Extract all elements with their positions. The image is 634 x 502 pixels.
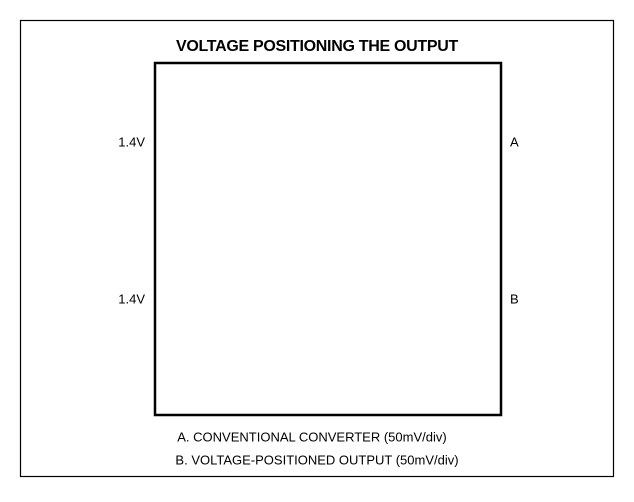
screen-border [155, 63, 501, 415]
level-label: 1.4V [118, 134, 145, 149]
figure: VOLTAGE POSITIONING THE OUTPUT 1.4V A 1.… [0, 0, 634, 497]
trace-label: B [510, 291, 519, 306]
scope-screen [155, 63, 501, 415]
level-label: 1.4V [118, 291, 145, 306]
trace-label: A [510, 134, 519, 149]
caption: B. VOLTAGE-POSITIONED OUTPUT (50mV/div) [175, 452, 458, 467]
caption: A. CONVENTIONAL CONVERTER (50mV/div) [177, 429, 446, 444]
title: VOLTAGE POSITIONING THE OUTPUT [176, 38, 458, 55]
